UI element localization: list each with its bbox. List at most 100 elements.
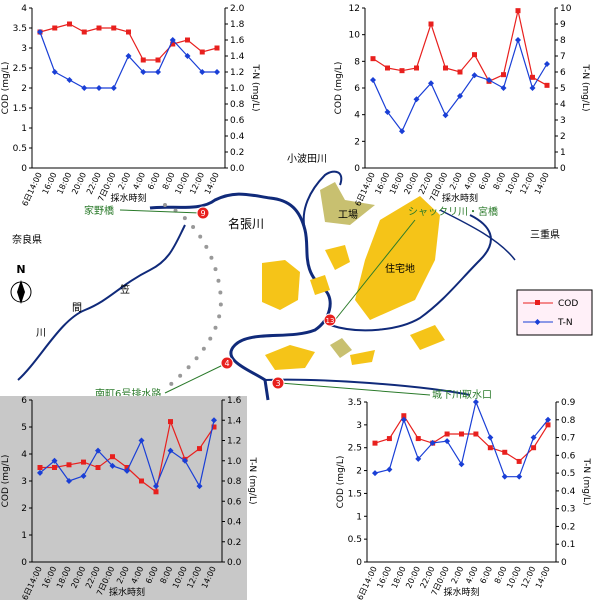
y-tick-label: 3: [21, 44, 27, 54]
y2-tick-label: 0.4: [561, 487, 576, 497]
river: [149, 192, 332, 401]
data-point: [386, 466, 393, 473]
data-point: [153, 489, 159, 495]
data-point: [95, 447, 101, 454]
river: [264, 378, 471, 396]
residential-area: [355, 196, 440, 320]
compass-label: N: [16, 263, 25, 276]
data-point: [184, 53, 191, 59]
y-tick-label: 0: [354, 164, 360, 174]
data-point: [167, 447, 174, 454]
y2-tick-label: 3: [560, 116, 566, 126]
data-point: [399, 68, 405, 74]
map-label: 家野橋: [84, 204, 114, 217]
y2-tick-label: 0.2: [561, 522, 575, 532]
y2-tick-label: 1.0: [227, 457, 242, 467]
y-tick-label: 0: [21, 558, 27, 568]
data-point: [370, 77, 376, 83]
y2-tick-label: 0.0: [230, 164, 245, 174]
data-point: [471, 72, 478, 79]
point-label: 13: [326, 317, 335, 325]
y2-tick-label: 0.8: [561, 416, 576, 426]
data-point: [401, 413, 407, 419]
river: [17, 224, 186, 381]
y2-tick-label: 1: [560, 148, 566, 158]
data-point: [500, 85, 507, 91]
y-tick-label: 2: [354, 137, 360, 147]
data-point: [444, 438, 451, 445]
data-point: [182, 457, 188, 464]
data-point: [415, 455, 422, 462]
data-point: [96, 85, 102, 91]
data-point: [96, 25, 102, 31]
data-point: [51, 69, 58, 75]
x-tick-label: 6:00: [146, 171, 162, 191]
x-tick-label: 4:00: [463, 171, 479, 191]
data-point: [95, 465, 101, 470]
y2-axis-label: T-N (mg/L): [580, 63, 590, 111]
data-point: [81, 459, 86, 465]
y-tick-label: 2: [356, 467, 362, 477]
y2-tick-label: 1.6: [230, 36, 245, 46]
y2-axis-label: T-N (mg/L): [247, 456, 257, 504]
x-tick-label: 6:00: [477, 171, 493, 191]
map-label: 奈良県: [12, 233, 42, 246]
y-tick-label: 4: [21, 4, 27, 14]
y-tick-label: 3: [21, 477, 27, 487]
river: [329, 214, 492, 332]
y2-tick-label: 0.2: [230, 148, 244, 158]
residential-area: [350, 350, 375, 365]
data-point: [473, 431, 479, 437]
data-point: [185, 37, 190, 43]
data-point: [138, 437, 145, 444]
point-label: 3: [275, 379, 280, 388]
x-axis-label: 採水時刻: [109, 586, 145, 598]
y-axis-label: COD (mg/L): [336, 456, 346, 509]
map-label: 間: [72, 302, 82, 314]
point-label: 9: [200, 209, 205, 218]
data-point: [126, 29, 131, 35]
data-point: [545, 416, 551, 423]
data-point: [211, 417, 217, 424]
factory-area: [320, 182, 375, 225]
map-label: シャックリ川・宮橋: [408, 205, 498, 218]
data-point: [531, 445, 537, 451]
x-tick-label: 2:00: [450, 565, 466, 585]
y-tick-label: 0.5: [348, 535, 362, 545]
map-label: 名張川: [228, 216, 264, 231]
data-point: [155, 69, 161, 75]
point-marker: [220, 356, 234, 370]
data-point: [110, 85, 117, 91]
data-point: [170, 41, 176, 47]
data-point: [81, 29, 87, 35]
map-label: 城下川取水口: [432, 389, 492, 401]
y-tick-label: 12: [349, 4, 360, 14]
data-point: [214, 45, 220, 51]
series-line: [39, 31, 217, 89]
river: [302, 170, 343, 231]
data-point: [458, 461, 465, 468]
data-point: [530, 434, 537, 441]
legend-marker: [534, 319, 541, 325]
data-point: [109, 462, 116, 469]
y-tick-label: 2.5: [13, 64, 27, 74]
point-label: 4: [224, 359, 229, 368]
y-tick-label: 5: [21, 423, 27, 433]
y-axis-label: COD (mg/L): [334, 62, 344, 115]
y-tick-label: 1: [356, 512, 362, 522]
leader: [164, 363, 226, 394]
data-point: [501, 473, 508, 480]
factory-area: [330, 338, 352, 358]
map-label: 小波田川: [287, 152, 327, 165]
y-tick-label: 1.5: [13, 104, 27, 114]
data-point: [516, 458, 522, 464]
map-label: 川: [36, 328, 46, 339]
y2-tick-label: 1.8: [230, 20, 245, 30]
y-tick-label: 1: [21, 531, 27, 541]
data-point: [37, 29, 43, 35]
y2-tick-label: 1.0: [230, 84, 245, 94]
y-tick-label: 6: [21, 396, 27, 406]
x-axis-label: 採水時刻: [443, 586, 479, 598]
map-label: 住宅地: [385, 262, 415, 275]
